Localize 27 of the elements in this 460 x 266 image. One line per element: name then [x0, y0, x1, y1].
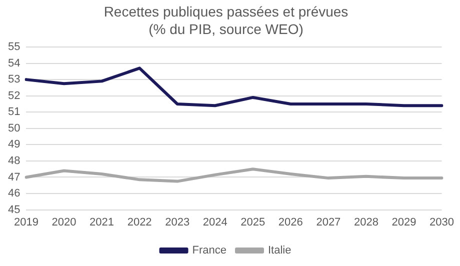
- legend-label: France: [192, 244, 227, 257]
- legend-label: Italie: [268, 244, 292, 257]
- y-tick-label: 52: [8, 90, 20, 102]
- x-tick-label: 2030: [430, 216, 454, 228]
- x-tick-label: 2029: [392, 216, 416, 228]
- y-tick-label: 54: [8, 57, 20, 70]
- y-tick-label: 49: [8, 138, 20, 151]
- x-tick-label: 2024: [202, 216, 228, 228]
- text: Recettes publiques passées et prévues: [104, 4, 348, 20]
- x-tick-label: 2019: [14, 216, 38, 228]
- y-tick-label: 47: [8, 171, 20, 184]
- y-tick-label: 46: [8, 188, 20, 200]
- y-tick-label: 53: [8, 74, 20, 86]
- text: (% du PIB, source WEO): [148, 21, 304, 38]
- x-tick-label: 2026: [278, 216, 303, 228]
- y-tick-label: 51: [8, 106, 20, 118]
- x-tick-label: 2027: [316, 216, 341, 228]
- y-tick-label: 48: [8, 154, 20, 167]
- y-tick-label: 55: [8, 41, 20, 54]
- y-tick-label: 45: [8, 204, 20, 216]
- x-tick-label: 2021: [90, 216, 114, 228]
- x-tick-label: 2022: [127, 216, 152, 228]
- x-tick-label: 2025: [240, 216, 266, 228]
- y-tick-label: 50: [8, 122, 20, 134]
- x-tick-label: 2028: [354, 216, 378, 228]
- x-tick-label: 2023: [165, 216, 190, 228]
- x-tick-label: 2020: [52, 216, 76, 228]
